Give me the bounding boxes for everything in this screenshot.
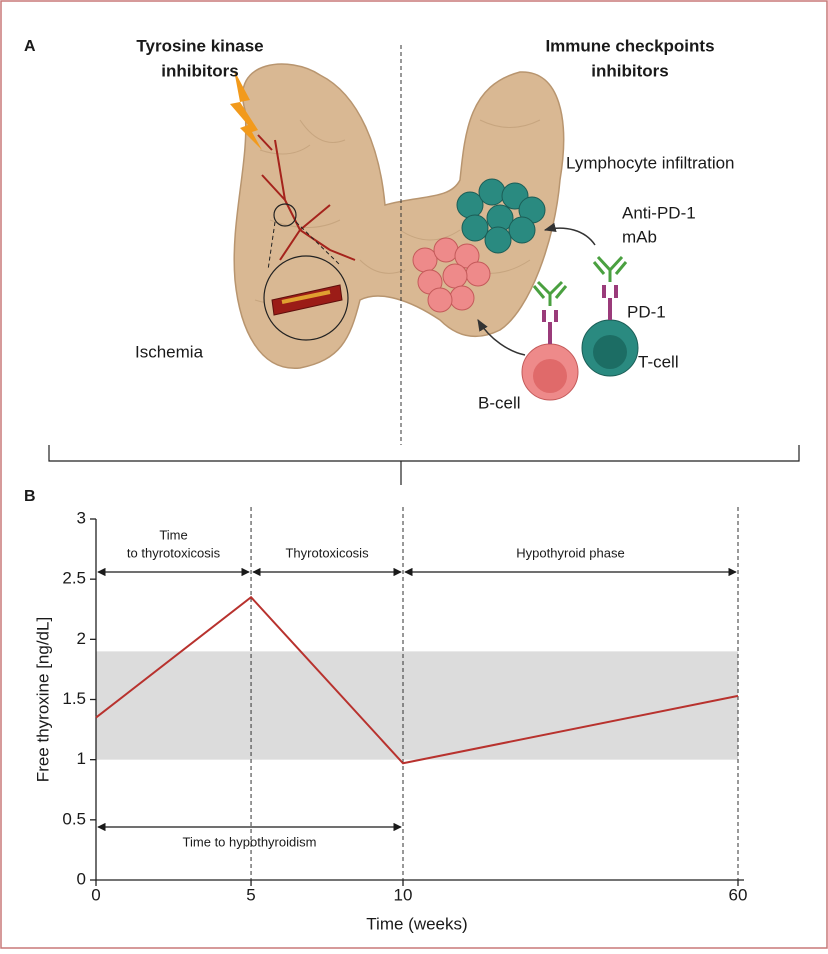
plaque xyxy=(281,290,331,304)
annotation: Time xyxy=(159,527,187,542)
vessels xyxy=(257,134,356,261)
y-tick-label: 3 xyxy=(77,508,86,527)
annotation: Hypothyroid phase xyxy=(516,545,624,560)
x-tick-label: 0 xyxy=(91,885,100,904)
label: Lymphocyte infiltration xyxy=(566,153,735,172)
antibody-t xyxy=(592,255,628,282)
line xyxy=(95,595,739,765)
arrow-t xyxy=(543,222,596,246)
left-title: inhibitors xyxy=(161,61,238,80)
pd1-receptor xyxy=(602,285,618,320)
annotation: to thyrotoxicosis xyxy=(127,545,221,560)
lymphocytes xyxy=(412,178,546,313)
antibody-b xyxy=(532,280,568,306)
annotation: Thyrotoxicosis xyxy=(285,545,369,560)
normal-range xyxy=(96,651,738,760)
y-tick-label: 1.5 xyxy=(62,689,86,708)
y-tick-label: 2 xyxy=(77,629,86,648)
y-tick-label: 0.5 xyxy=(62,809,86,828)
x-tick-label: 10 xyxy=(394,885,413,904)
label: T-cell xyxy=(638,352,679,371)
label: B-cell xyxy=(478,393,521,412)
label: PD-1 xyxy=(627,302,666,321)
bracket xyxy=(48,445,800,485)
arrow-b xyxy=(477,318,526,356)
y-axis-label: Free thyroxine [ng/dL] xyxy=(33,617,52,782)
label: mAb xyxy=(622,227,657,246)
y-tick-label: 0 xyxy=(77,869,86,888)
right-title: Immune checkpoints xyxy=(545,36,714,55)
panel-label: B xyxy=(24,488,36,505)
t-cell-nucleus xyxy=(593,335,627,369)
panel-label: A xyxy=(24,38,36,55)
zoom-small xyxy=(273,203,297,227)
x-tick-label: 5 xyxy=(246,885,255,904)
illustration xyxy=(230,63,639,401)
y-tick-label: 2.5 xyxy=(62,569,86,588)
label: Ischemia xyxy=(135,342,204,361)
right-title: inhibitors xyxy=(591,61,668,80)
b-cell-nucleus xyxy=(533,359,567,393)
zoom-lines xyxy=(267,221,341,271)
lightning xyxy=(230,70,262,150)
label: Anti-PD-1 xyxy=(622,203,696,222)
left-title: Tyrosine kinase xyxy=(136,36,263,55)
annotation: Time to hypothyroidism xyxy=(183,834,317,849)
thyroid-texture xyxy=(254,119,541,304)
y-tick-label: 1 xyxy=(77,749,86,768)
chart: 0 0.5 1 1.5 2 2.5 3 0 5 10 60 Time (weeks) Free thyr… xyxy=(33,507,747,933)
x-tick-label: 60 xyxy=(729,885,748,904)
x-axis-label: Time (weeks) xyxy=(366,914,467,933)
receptor-b xyxy=(542,310,558,344)
